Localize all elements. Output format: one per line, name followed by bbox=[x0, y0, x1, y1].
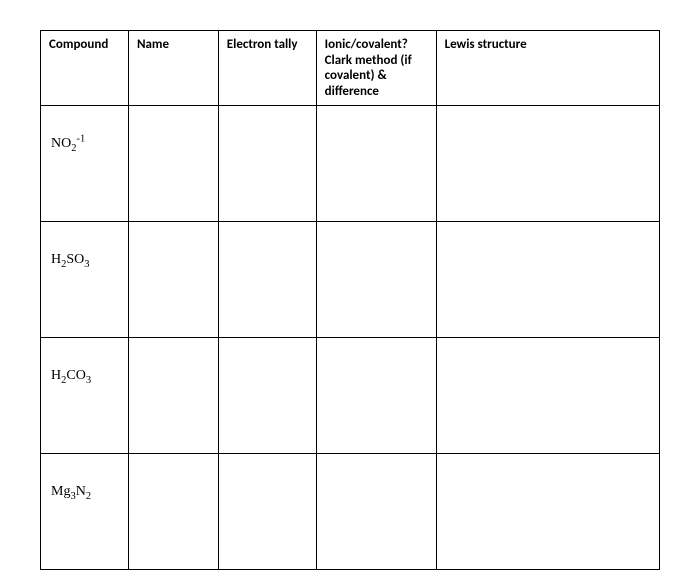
cell-ionic-covalent bbox=[316, 338, 436, 454]
cell-compound: H2SO3 bbox=[41, 222, 129, 338]
cell-name bbox=[128, 338, 218, 454]
table-row: H2CO3 bbox=[41, 338, 660, 454]
header-compound: Compound bbox=[41, 31, 129, 106]
table-body: NO2-1H2SO3H2CO3Mg3N2 bbox=[41, 106, 660, 570]
cell-electron-tally bbox=[218, 338, 316, 454]
cell-ionic-covalent bbox=[316, 222, 436, 338]
cell-compound: Mg3N2 bbox=[41, 454, 129, 570]
header-ionic-covalent: Ionic/covalent? Clark method (if covalen… bbox=[316, 31, 436, 106]
cell-electron-tally bbox=[218, 454, 316, 570]
cell-name bbox=[128, 222, 218, 338]
table-header: Compound Name Electron tally Ionic/coval… bbox=[41, 31, 660, 106]
cell-electron-tally bbox=[218, 106, 316, 222]
cell-compound: NO2-1 bbox=[41, 106, 129, 222]
table-row: NO2-1 bbox=[41, 106, 660, 222]
cell-name bbox=[128, 106, 218, 222]
cell-ionic-covalent bbox=[316, 106, 436, 222]
cell-electron-tally bbox=[218, 222, 316, 338]
header-name: Name bbox=[128, 31, 218, 106]
cell-lewis-structure bbox=[436, 106, 659, 222]
cell-compound: H2CO3 bbox=[41, 338, 129, 454]
cell-lewis-structure bbox=[436, 454, 659, 570]
table-row: H2SO3 bbox=[41, 222, 660, 338]
header-lewis-structure: Lewis structure bbox=[436, 31, 659, 106]
header-row: Compound Name Electron tally Ionic/coval… bbox=[41, 31, 660, 106]
cell-lewis-structure bbox=[436, 338, 659, 454]
cell-lewis-structure bbox=[436, 222, 659, 338]
chemistry-worksheet-table: Compound Name Electron tally Ionic/coval… bbox=[40, 30, 660, 570]
table-row: Mg3N2 bbox=[41, 454, 660, 570]
header-electron-tally: Electron tally bbox=[218, 31, 316, 106]
cell-name bbox=[128, 454, 218, 570]
cell-ionic-covalent bbox=[316, 454, 436, 570]
